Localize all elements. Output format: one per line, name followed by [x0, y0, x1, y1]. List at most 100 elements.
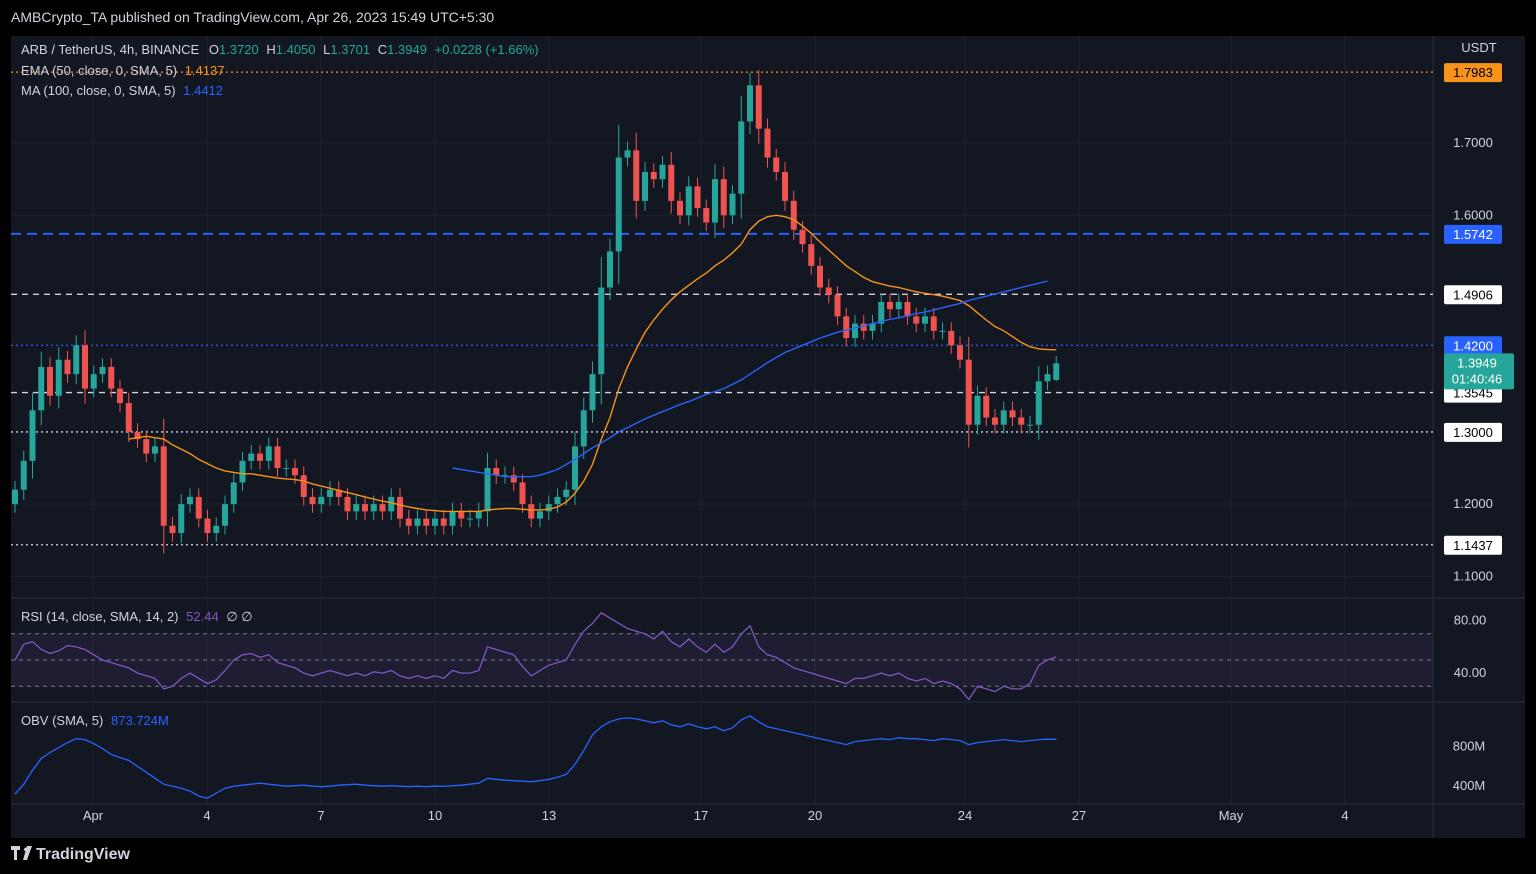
candle-body	[668, 164, 675, 201]
candle-body	[598, 287, 605, 375]
candle-body	[405, 518, 412, 526]
candle-body	[703, 208, 710, 223]
candle-body	[134, 431, 141, 440]
chart-frame	[11, 36, 1525, 838]
publish-header: AMBCrypto_TA published on TradingView.co…	[0, 0, 1536, 36]
candle-body	[939, 330, 946, 332]
candle-body	[974, 395, 981, 425]
rsi-value: 52.44	[186, 609, 219, 624]
candle-body	[965, 359, 972, 425]
symbol-name[interactable]: ARB / TetherUS, 4h, BINANCE	[21, 42, 200, 57]
candle-body	[519, 482, 526, 505]
candle-body	[318, 496, 325, 505]
obv-tick-label: 400M	[1453, 778, 1486, 793]
candle-body	[90, 374, 97, 389]
tradingview-logo[interactable]: TradingView	[11, 846, 130, 864]
candle-body	[195, 496, 202, 519]
chart-canvas[interactable]: Apr 4 7 10 13 17 20 24 27 May 4 USDT 1.7000 1.6000 1.2…	[11, 36, 1525, 838]
candle-body	[353, 504, 360, 512]
candle-body	[493, 468, 500, 476]
candle-body	[650, 171, 657, 180]
price-tick-label: 1.6000	[1453, 207, 1493, 222]
candle-body	[572, 446, 578, 490]
candle-body	[397, 496, 403, 519]
level-price-label: 1.7983	[1453, 65, 1493, 80]
level-price-tag	[1444, 422, 1502, 442]
candle-body	[633, 150, 640, 201]
candle-body	[563, 489, 570, 497]
candle-body	[64, 359, 71, 375]
candle-body	[1027, 424, 1033, 426]
ohlc-high-key: H	[266, 42, 276, 57]
candle-body	[554, 496, 561, 505]
obv-line	[14, 715, 1057, 799]
candle-body	[38, 366, 45, 411]
candle-body	[432, 518, 438, 526]
candle-body	[852, 323, 858, 339]
x-tick-label: 10	[428, 808, 442, 823]
candle-body	[458, 511, 465, 519]
candle-body	[125, 403, 132, 432]
candle-body	[20, 460, 27, 490]
current-price-label: 1.3949	[1457, 355, 1497, 370]
obv-legend[interactable]: OBV (SMA, 5) 873.724M	[21, 713, 169, 728]
candle-body	[1000, 410, 1007, 425]
candle-body	[160, 446, 167, 526]
candle-body	[677, 200, 683, 216]
candle-body	[607, 251, 613, 288]
candle-body	[895, 301, 902, 310]
level-price-tag	[1444, 63, 1502, 83]
candle-body	[642, 171, 648, 201]
candle-body	[817, 265, 823, 288]
candle-body	[869, 323, 876, 331]
bar-countdown-label: 01:40:46	[1452, 371, 1503, 386]
price-tick-label: 1.7000	[1453, 135, 1493, 150]
x-tick-label: May	[1219, 808, 1244, 823]
ma-legend[interactable]: MA (100, close, 0, SMA, 5) 1.4412	[21, 83, 223, 98]
candle-body	[930, 316, 937, 331]
rsi-legend[interactable]: RSI (14, close, SMA, 14, 2) 52.44 ∅ ∅	[21, 609, 253, 625]
level-price-label: 1.3000	[1453, 425, 1493, 440]
ohlc-close: 1.3949	[387, 42, 427, 57]
rsi-label: RSI (14, close, SMA, 14, 2)	[21, 609, 179, 624]
candle-body	[388, 496, 395, 512]
candle-body	[878, 301, 885, 324]
candle-body	[580, 410, 587, 447]
candle-body	[755, 85, 762, 129]
level-price-label: 1.4200	[1453, 338, 1493, 353]
candle-body	[169, 525, 176, 534]
x-tick-label: 17	[694, 808, 708, 823]
candle-body	[825, 287, 832, 295]
candle-body	[720, 179, 727, 216]
candle-body	[327, 489, 333, 497]
candle-body	[370, 504, 377, 512]
candle-body	[957, 345, 963, 360]
price-tick-label: 1.1000	[1453, 568, 1493, 583]
candle-body	[108, 366, 115, 389]
candle-body	[484, 468, 491, 512]
candle-body	[729, 193, 736, 216]
rsi-line	[14, 611, 1057, 701]
candle-body	[292, 468, 298, 476]
candle-body	[239, 460, 246, 483]
candle-body	[274, 446, 281, 469]
level-price-label: 1.1437	[1453, 538, 1493, 553]
x-tick-label: 7	[317, 808, 324, 823]
symbol-legend[interactable]: ARB / TetherUS, 4h, BINANCE O1.3720 H1.4…	[21, 42, 543, 57]
candle-body	[467, 518, 473, 520]
candle-body	[82, 345, 88, 389]
publish-header-text: AMBCrypto_TA published on TradingView.co…	[11, 9, 495, 25]
candle-body	[860, 323, 867, 331]
ema50-line	[128, 214, 1057, 513]
tv-logo-icon	[11, 846, 32, 860]
candle-body	[983, 395, 990, 418]
obv-value: 873.724M	[110, 713, 169, 728]
candle-body	[440, 518, 447, 526]
candle-body	[1044, 374, 1051, 382]
candle-body	[414, 518, 421, 526]
candle-body	[904, 301, 911, 317]
ohlc-open: 1.3720	[218, 42, 259, 57]
ema-legend[interactable]: EMA (50, close, 0, SMA, 5) 1.4137	[21, 63, 224, 78]
ohlc-open-key: O	[208, 42, 219, 57]
candle-body	[204, 518, 211, 534]
